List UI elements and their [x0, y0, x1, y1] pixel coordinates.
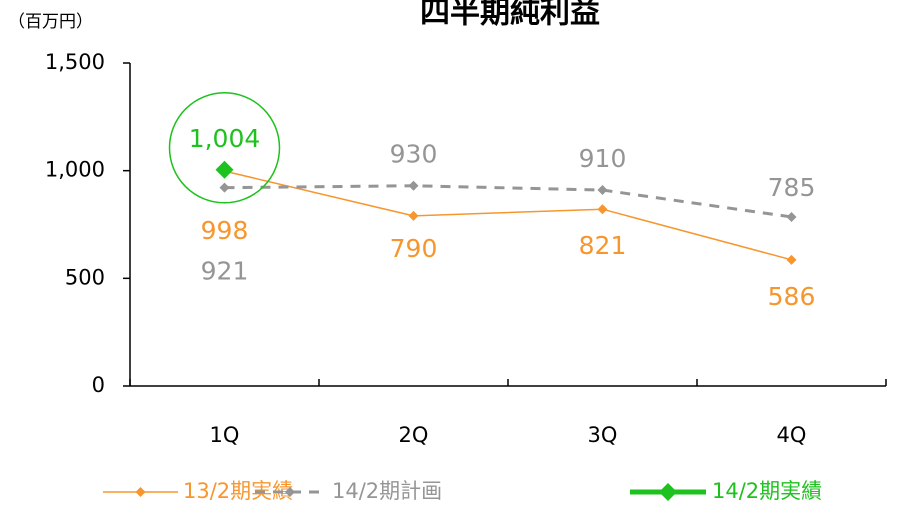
- data-label: 821: [579, 231, 627, 260]
- legend-marker: [135, 487, 146, 497]
- y-tick-label: 500: [65, 265, 105, 289]
- data-label: 785: [768, 173, 816, 202]
- highlight-circle: [168, 92, 281, 204]
- legend-label: 14/2期実績: [712, 479, 822, 503]
- point: [786, 211, 797, 222]
- series-line: [224, 184, 792, 219]
- series-line: [224, 170, 792, 261]
- x-tick-label: 4Q: [777, 423, 807, 447]
- data-label: 790: [390, 234, 438, 263]
- x-tick-label: 2Q: [399, 423, 429, 447]
- x-tick-label: 1Q: [210, 423, 240, 447]
- chart-title: 四半期純利益: [420, 0, 600, 31]
- point: [597, 185, 608, 196]
- x-tick-label: 3Q: [588, 423, 618, 447]
- data-label: 921: [201, 257, 249, 286]
- y-tick-label: 1,500: [45, 50, 105, 74]
- point: [597, 204, 608, 215]
- legend-marker: [659, 483, 677, 501]
- data-label: 1,004: [189, 124, 261, 153]
- point: [408, 180, 419, 191]
- y-tick-label: 0: [92, 373, 105, 397]
- data-label: 910: [579, 144, 627, 173]
- y-tick-label: 1,000: [45, 158, 105, 182]
- legend-marker: [285, 487, 295, 497]
- legend-label: 14/2期計画: [332, 479, 442, 503]
- y-unit: （百万円）: [8, 12, 93, 32]
- data-label: 998: [201, 216, 249, 245]
- point: [219, 182, 230, 193]
- data-label: 930: [390, 140, 438, 169]
- point: [408, 210, 419, 221]
- data-label: 586: [768, 282, 816, 311]
- point: [215, 160, 234, 179]
- point: [786, 254, 797, 265]
